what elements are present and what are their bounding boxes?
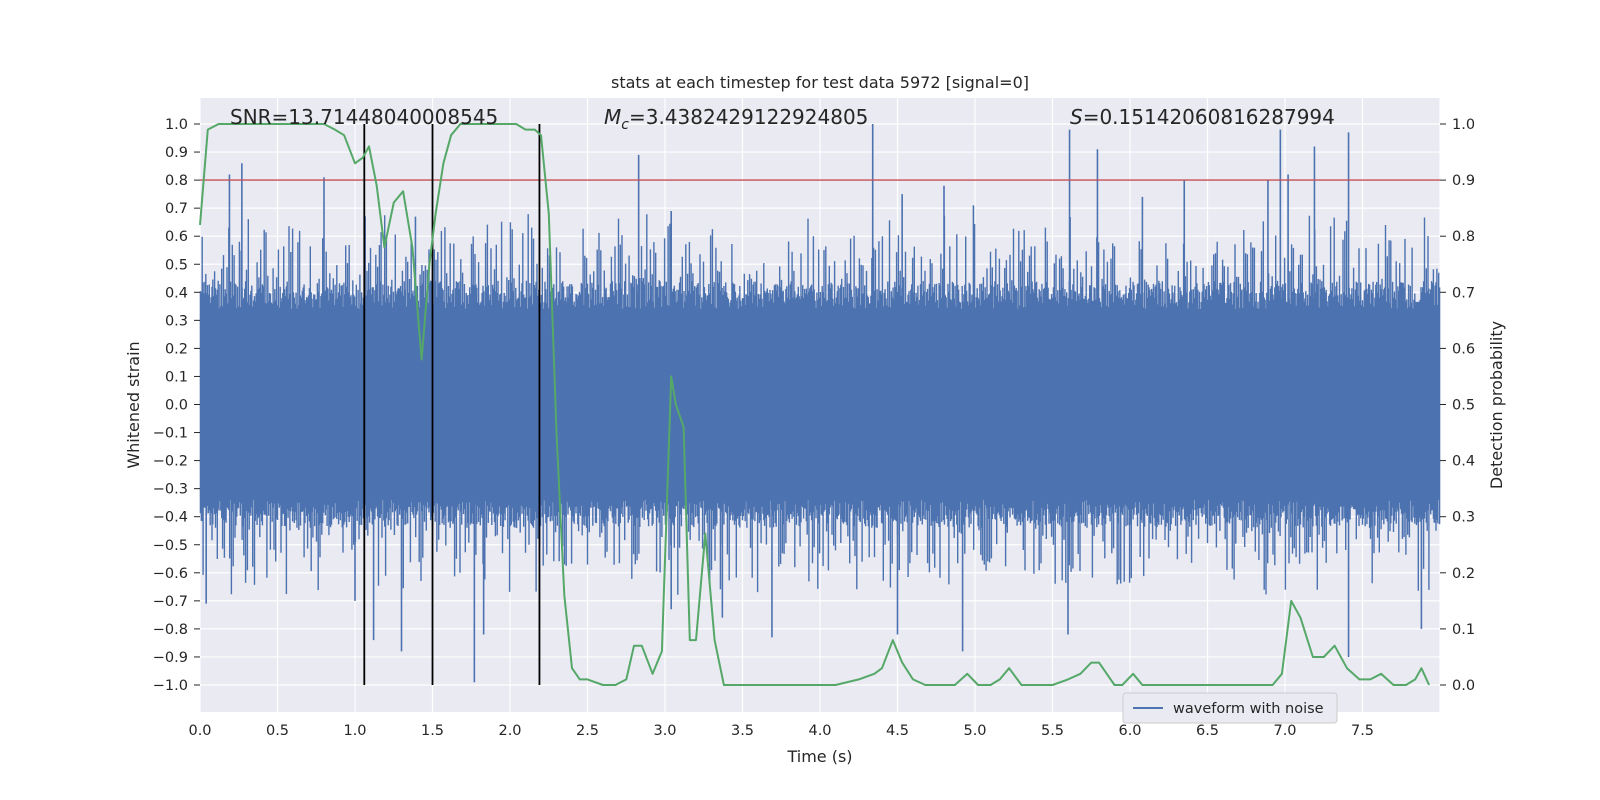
- y-tick-label: −0.9: [153, 650, 188, 666]
- y-tick-label: −0.8: [153, 622, 188, 638]
- y2-tick-label: 0.9: [1452, 173, 1475, 189]
- legend-box: [1122, 692, 1338, 724]
- reference-lines: [200, 124, 1440, 685]
- x-tick-label: 1.5: [421, 723, 444, 739]
- chirp-mass-value: =3.4382429122924805: [629, 105, 868, 129]
- x-tick-label: 7.0: [1273, 723, 1296, 739]
- s-value: =0.15142060816287994: [1083, 105, 1335, 129]
- y-tick-label: 1.0: [165, 117, 188, 133]
- legend: waveform with noise: [1122, 692, 1338, 724]
- y2-tick-label: 0.5: [1452, 398, 1475, 414]
- y2-tick-label: 0.7: [1452, 285, 1475, 301]
- y-tick-label: 0.9: [165, 145, 188, 161]
- y-tick-label: −0.7: [153, 594, 188, 610]
- y2-tick-label: 0.8: [1452, 229, 1475, 245]
- y2-tick-label: 0.0: [1452, 678, 1475, 694]
- x-tick-label: 3.0: [653, 723, 676, 739]
- y-tick-label: 0.5: [165, 257, 188, 273]
- y-tick-label: 0.1: [165, 369, 188, 385]
- y-tick-label: −0.3: [153, 482, 188, 498]
- chirp-mass-annotation: Mc=3.4382429122924805: [604, 105, 868, 133]
- x-tick-label: 3.5: [731, 723, 754, 739]
- s-annotation: S=0.15142060816287994: [1070, 105, 1335, 129]
- y-tick-label: 0.2: [165, 341, 188, 357]
- y2-tick-label: 0.4: [1452, 454, 1475, 470]
- y2-axis-label: Detection probability: [1487, 321, 1506, 489]
- y-tick-label: 0.4: [165, 285, 188, 301]
- s-symbol: S: [1070, 105, 1083, 129]
- y2-tick-label: 0.1: [1452, 622, 1475, 638]
- x-tick-label: 4.0: [808, 723, 831, 739]
- y-tick-label: 0.6: [165, 229, 188, 245]
- x-tick-label: 2.5: [576, 723, 599, 739]
- waveform-noise-trace: [199, 214, 1441, 595]
- y-tick-label: −0.2: [153, 454, 188, 470]
- x-tick-label: 5.0: [963, 723, 986, 739]
- x-tick-label: 2.0: [498, 723, 521, 739]
- y2-tick-label: 0.6: [1452, 341, 1475, 357]
- x-tick-label: 4.5: [886, 723, 909, 739]
- x-axis-ticks: 0.0 0.5 1.0 1.5 2.0 2.5 3.0 3.5 4.0 4.5 5.0 5.5 6.0 6…: [188, 723, 1374, 739]
- y-tick-label: 0.0: [165, 398, 188, 414]
- y-tick-label: −0.1: [153, 426, 188, 442]
- y-tick-label: −0.5: [153, 538, 188, 554]
- y2-tick-label: 0.2: [1452, 566, 1475, 582]
- y-axis-ticks: 1.0 0.9 0.8 0.7 0.6 0.5 0.4 0.3 0.2 0.1 0.0 −0.1 −0.…: [153, 117, 200, 694]
- waveform-trace: [199, 124, 1441, 683]
- x-axis-label: Time (s): [786, 747, 852, 766]
- y2-tick-label: 0.3: [1452, 510, 1475, 526]
- x-tick-label: 6.5: [1196, 723, 1219, 739]
- x-tick-label: 6.0: [1118, 723, 1141, 739]
- legend-label-waveform: waveform with noise: [1173, 701, 1324, 717]
- y2-axis-ticks: 1.0 0.9 0.8 0.7 0.6 0.5 0.4 0.3 0.2 0.1 0.0: [1440, 117, 1475, 694]
- probability-trace: [199, 123, 1431, 686]
- x-tick-label: 5.5: [1041, 723, 1064, 739]
- x-tick-label: 0.5: [266, 723, 289, 739]
- snr-annotation: SNR=13.71448040008545: [230, 105, 498, 129]
- chirp-mass-subscript: c: [621, 117, 629, 133]
- y-tick-label: −0.6: [153, 566, 188, 582]
- y-tick-label: 0.7: [165, 201, 188, 217]
- y2-tick-label: 1.0: [1452, 117, 1475, 133]
- detection-probability-line: [199, 123, 1431, 686]
- chirp-mass-symbol: M: [604, 105, 621, 129]
- y-tick-label: 0.3: [165, 313, 188, 329]
- y-tick-label: −1.0: [153, 678, 188, 694]
- y-tick-label: −0.4: [153, 510, 188, 526]
- chart-title: stats at each timestep for test data 597…: [611, 73, 1029, 92]
- x-tick-label: 0.0: [188, 723, 211, 739]
- y-axis-label: Whitened strain: [124, 341, 143, 468]
- x-tick-label: 7.5: [1351, 723, 1374, 739]
- x-tick-label: 1.0: [343, 723, 366, 739]
- y-tick-label: 0.8: [165, 173, 188, 189]
